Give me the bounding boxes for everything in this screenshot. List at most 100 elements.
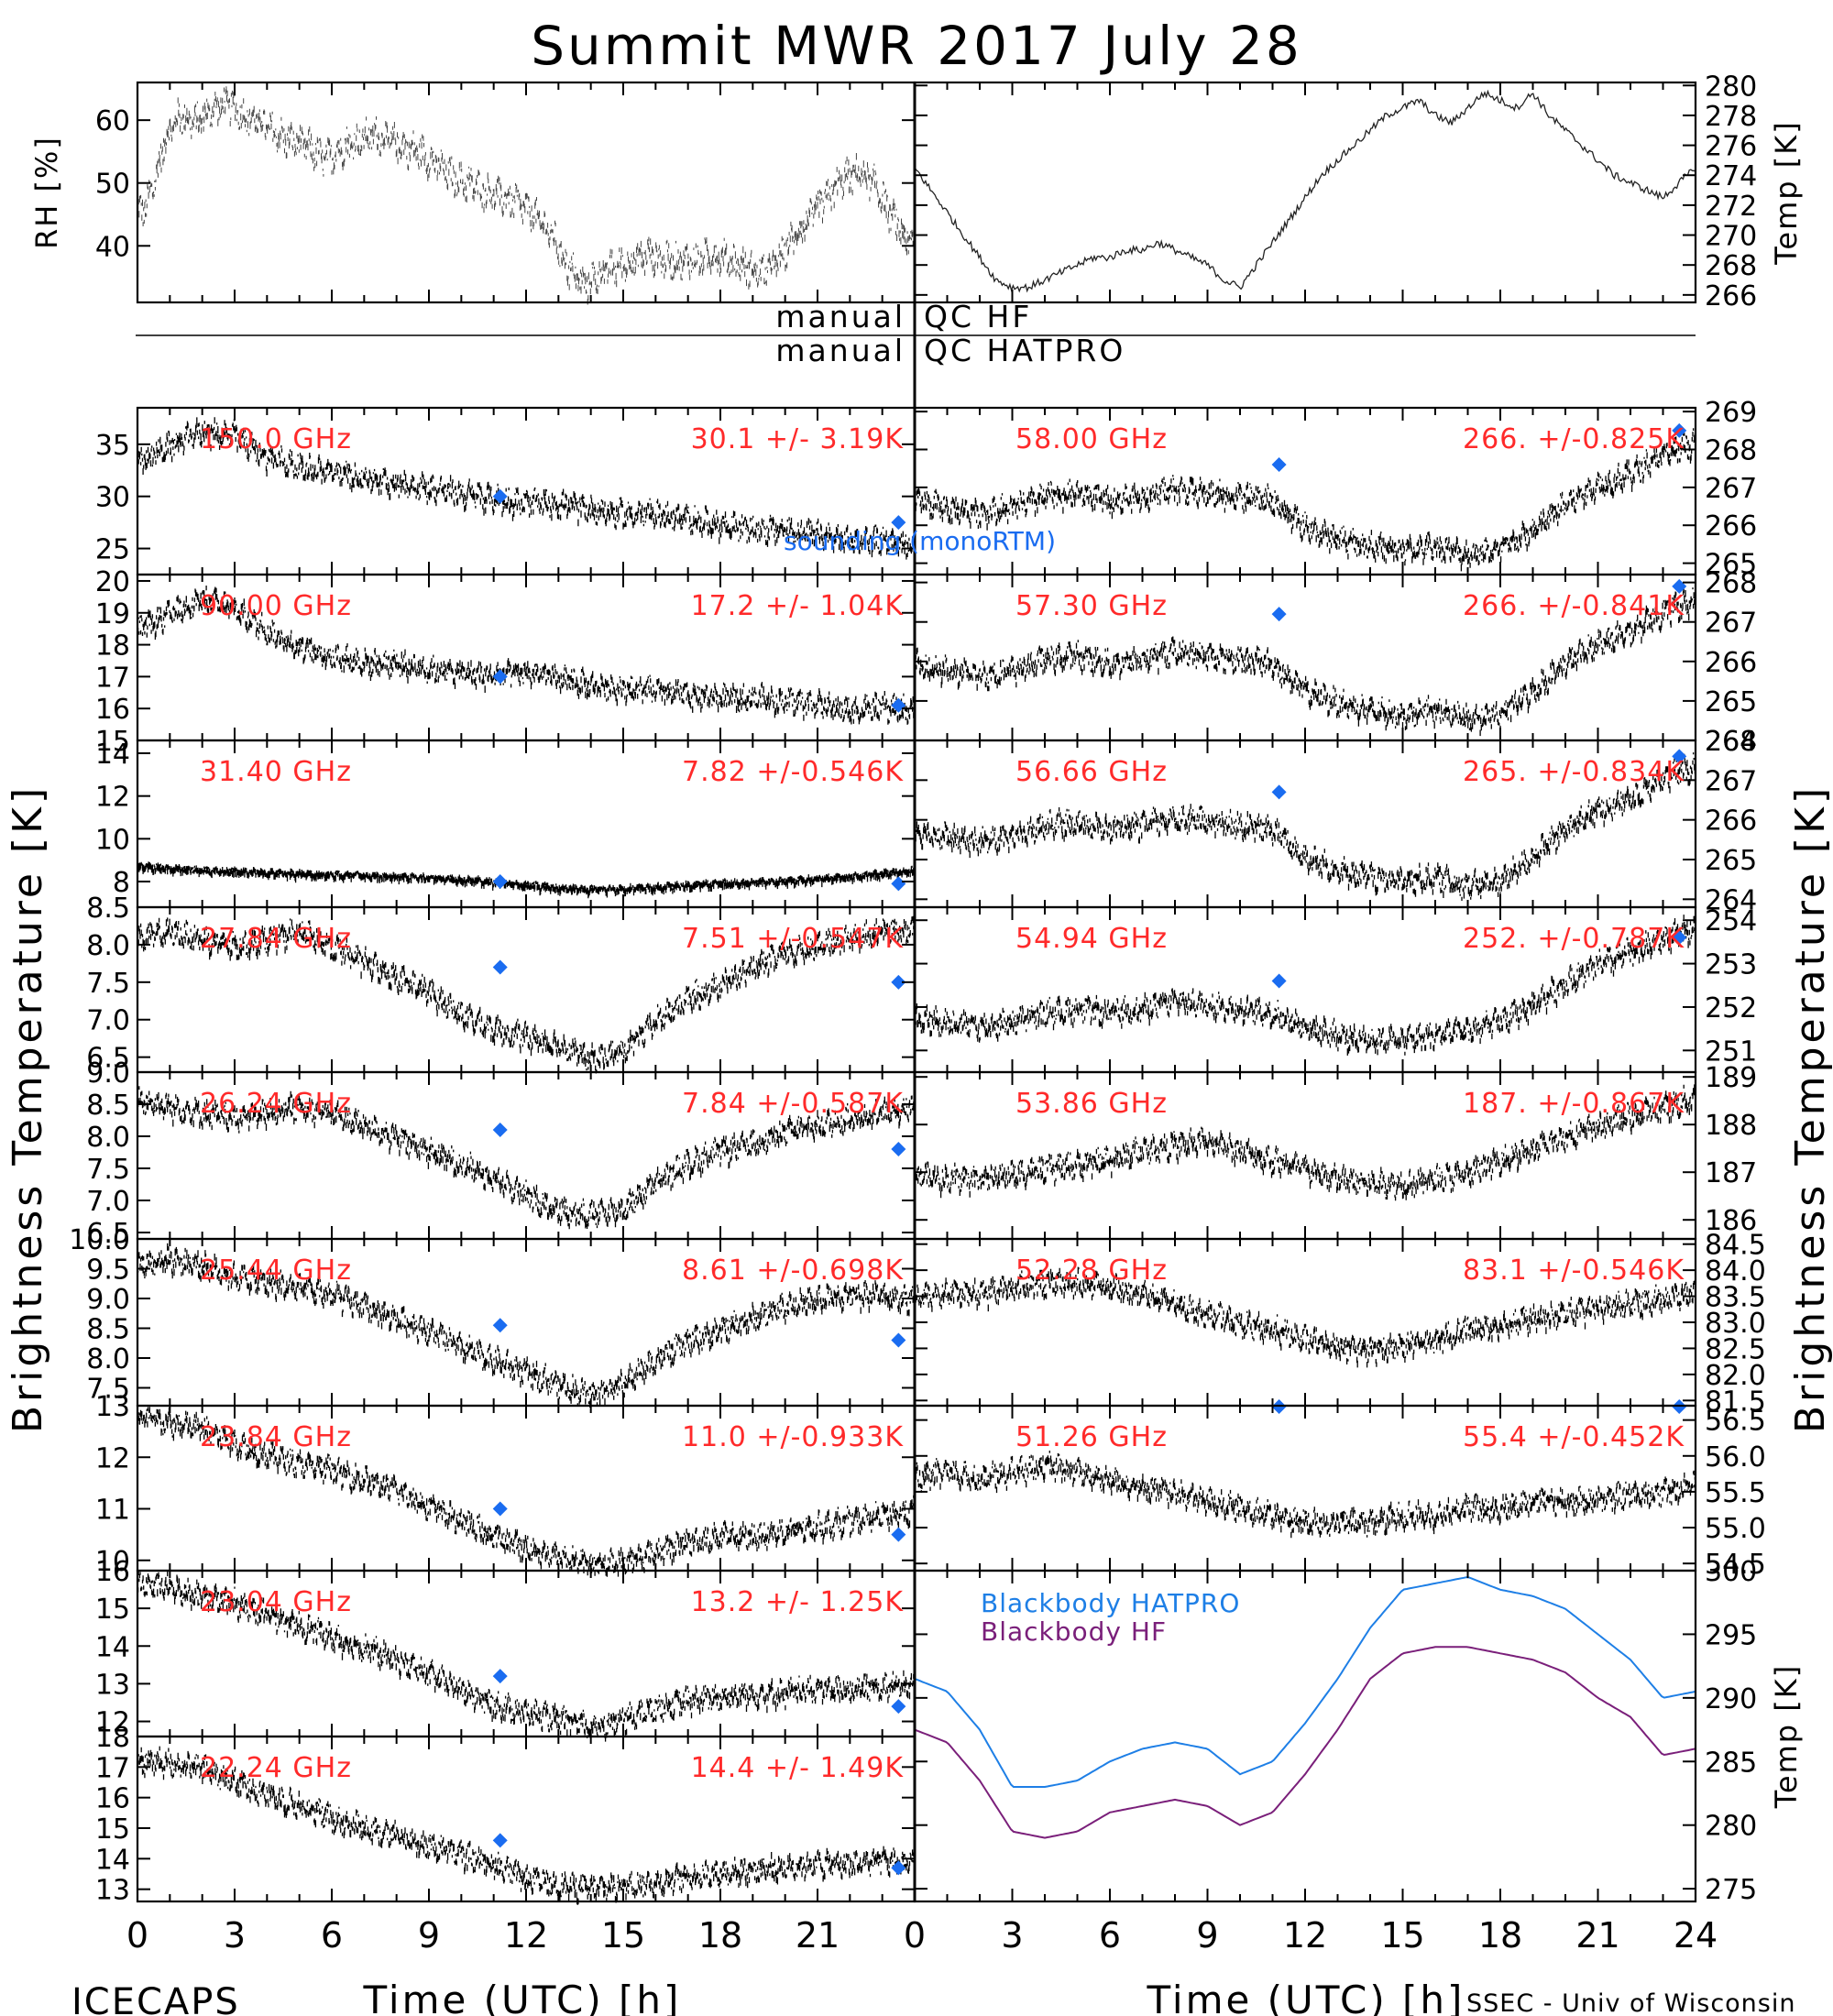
y-tick-label: 84.5 [1705, 1230, 1766, 1262]
sounding-marker [891, 876, 906, 892]
y-tick-label: 81.5 [1705, 1386, 1766, 1418]
y-tick-label: 253 [1705, 949, 1757, 981]
channel-label: 150.0 GHz [200, 423, 352, 455]
sounding-marker [492, 874, 508, 889]
y-tick-label: 265 [1705, 549, 1757, 581]
y-tick-label: 252 [1705, 992, 1757, 1024]
y-tick-label: 11 [95, 1495, 130, 1527]
y-tick-label: 267 [1705, 765, 1757, 797]
y-tick-label: 8 [113, 867, 130, 899]
y-tick-label: 266 [1705, 510, 1757, 542]
y-tick-label: 83.0 [1705, 1308, 1766, 1340]
channel-label: 22.24 GHz [200, 1752, 352, 1784]
y-tick-label: 82.5 [1705, 1333, 1766, 1365]
sounding-marker [492, 1501, 508, 1517]
x-tick-label: 21 [796, 1915, 840, 1956]
y-tick-label: 56.5 [1705, 1406, 1766, 1438]
y-tick-label: 8.5 [86, 1090, 130, 1122]
sounding-marker [891, 1332, 906, 1348]
x-tick-label: 12 [1283, 1915, 1327, 1956]
sounding-marker [1672, 422, 1687, 438]
y-tick-label: 17 [95, 1752, 130, 1784]
y-tick-label: 268 [1705, 726, 1757, 758]
panel-ylabel: Temp [K] [1769, 1664, 1804, 1809]
y-tick-label: 7.5 [86, 968, 130, 1000]
y-tick-label: 10.0 [69, 1224, 130, 1256]
x-tick-label: 18 [1478, 1915, 1522, 1956]
channel-label: 53.86 GHz [1015, 1088, 1168, 1120]
channel-stat: 11.0 +/-0.933K [682, 1421, 904, 1453]
y-tick-label: 264 [1705, 726, 1757, 758]
panel-blackbody: 275 280 285 290 295 300 Temp [K] [913, 1556, 1804, 1906]
panel-ch2624: 6.57.07.58.08.59.0 26.24 GHz 7.84 +/-0.587… [86, 1057, 916, 1250]
y-tick-label: 266 [1705, 805, 1757, 838]
panel-ch5386: 186 187 188 189 53.86 GHz 187. +/-0.867K [913, 1062, 1757, 1241]
y-tick-label: 82.0 [1705, 1360, 1766, 1392]
y-tick-label: 12 [95, 1442, 130, 1474]
y-tick-label: 189 [1705, 1062, 1757, 1094]
legend-bb-hf: Blackbody HF [981, 1616, 1167, 1647]
channel-label: 57.30 GHz [1015, 590, 1168, 622]
y-tick-label: 264 [1705, 884, 1757, 916]
channel-stat: 7.51 +/-0.547K [682, 923, 904, 955]
channel-stat: 8.61 +/-0.698K [682, 1255, 904, 1287]
y-tick-label: 285 [1705, 1747, 1757, 1779]
xlabel-left: Time (UTC) [h] [363, 1978, 682, 2016]
xlabel-right: Time (UTC) [h] [1147, 1978, 1465, 2016]
y-tick-label: 8.5 [86, 893, 130, 925]
y-tick-label: 8.0 [86, 930, 130, 962]
y-tick-label: 19 [95, 598, 130, 630]
qc-hatpro-left-label: manual [775, 333, 906, 368]
sounding-marker [891, 515, 906, 531]
y-tick-label: 18 [95, 630, 130, 663]
y-tick-label: 20 [95, 566, 130, 598]
y-tick-label: 186 [1705, 1205, 1757, 1237]
y-tick-label: 254 [1705, 905, 1757, 937]
y-tick-label: 270 [1705, 221, 1757, 253]
y-tick-label: 25 [95, 534, 130, 566]
x-tick-label: 0 [904, 1915, 926, 1956]
x-tick-label: 0 [126, 1915, 148, 1956]
series-line-0 [914, 1576, 1696, 1788]
y-tick-label: 17 [95, 662, 130, 694]
panel-rh: 40 50 60 RH [%] [29, 81, 916, 305]
y-tick-label: 55.0 [1705, 1513, 1766, 1545]
y-tick-label: 15 [95, 726, 130, 758]
y-tick-label: 14 [95, 739, 130, 771]
channel-stat: 30.1 +/- 3.19K [691, 423, 905, 455]
y-tick-label: 16 [95, 1556, 130, 1588]
y-tick-label: 14 [95, 1631, 130, 1663]
x-tick-label: 18 [698, 1915, 742, 1956]
y-tick-label: 266 [1705, 647, 1757, 679]
x-tick-label: 24 [1674, 1915, 1718, 1956]
sounding-marker [492, 488, 508, 504]
channel-label: 31.40 GHz [200, 756, 352, 788]
y-tick-label: 13 [95, 1875, 130, 1907]
x-tick-label: 6 [1099, 1915, 1121, 1956]
y-tick-label: 84.0 [1705, 1255, 1766, 1287]
panel-ylabel: Temp [K] [1769, 120, 1804, 265]
y-tick-label: 8.0 [86, 1343, 130, 1375]
series-line-1 [914, 1646, 1696, 1839]
y-tick-label: 50 [95, 169, 130, 201]
y-tick-label: 16 [95, 694, 130, 726]
qc-hatpro-right-label: QC HATPRO [924, 333, 1125, 368]
sounding-marker [891, 974, 906, 990]
channel-label: 51.26 GHz [1015, 1421, 1168, 1453]
y-tick-label: 280 [1705, 71, 1757, 103]
data-line-temp [914, 89, 1696, 293]
panel-ch2384: 10 11 12 13 23.84 GHz 11.0 +/-0.933K [95, 1391, 916, 1578]
y-tick-label: 8.0 [86, 1122, 130, 1154]
channel-stat: 17.2 +/- 1.04K [691, 590, 905, 622]
panel-ylabel: RH [%] [29, 136, 64, 249]
channel-label: 90.00 GHz [200, 590, 352, 622]
time-axis-labels: 0 3 6 9 12 15 18 21 0 3 6 9 12 15 18 21 24 [126, 1915, 1718, 1956]
y-tick-label: 300 [1705, 1556, 1757, 1588]
x-tick-label: 9 [1196, 1915, 1218, 1956]
sounding-marker [492, 669, 508, 685]
y-tick-label: 269 [1705, 397, 1757, 429]
x-tick-label: 15 [601, 1915, 645, 1956]
